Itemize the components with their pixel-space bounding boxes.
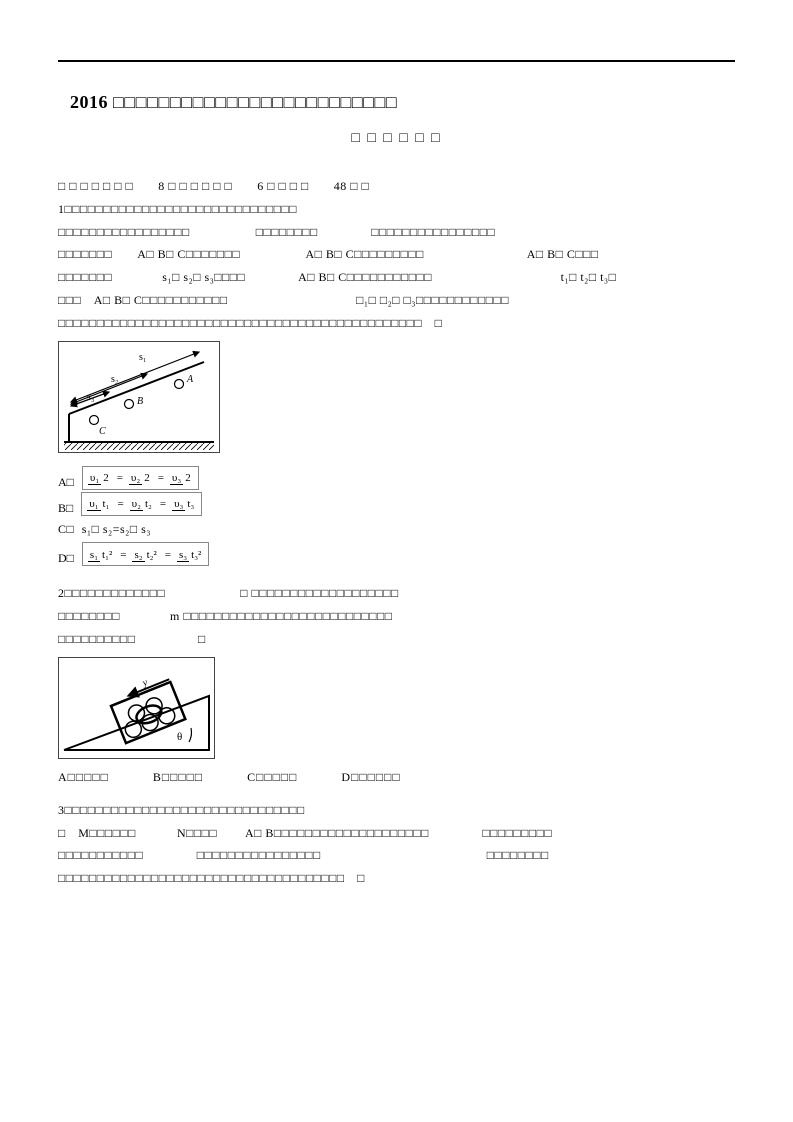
intro-line7: □□□□□□□□□□□□□□□□□□□□□□□□□□□□□□□□□□□□□□□□…	[58, 312, 735, 335]
q1-option-a: A□ υ₁2 = υ₂2 = υ₃2	[58, 466, 735, 490]
l4a: □□□□□□□ A□ B□ C□□□□□□□	[58, 247, 240, 261]
q3-text: 3□□□□□□□□□□□□□□□□□□□□□□□□□□□□□□□ □ M□□□□…	[58, 799, 735, 890]
q3-l4: □□□□□□□□□□□□□□□□□□□□□□□□□□□□□□□□□□□□□ □	[58, 867, 735, 890]
fa-n1: υ₁	[88, 472, 101, 485]
subtitle: □ □ □ □ □ □	[58, 131, 735, 147]
eq6: =	[164, 549, 172, 561]
q2-opt-b: B□□□□□	[153, 770, 203, 785]
q1-option-c: C□ s₁□ s₂=s₂□ s₃	[58, 518, 735, 541]
section-intro: □ □ □ □ □ □ □ 8 □ □ □ □ □ □ 6 □ □ □ □ 48…	[58, 175, 735, 335]
q3-l3b: □□□□□□□□□□□□□□□□	[197, 848, 321, 862]
a-label: A	[186, 374, 194, 385]
l6a: □□□ A□ B□ C□□□□□□□□□□□	[58, 293, 228, 307]
l5c: t₁□ t₂□ t₃□	[561, 270, 617, 284]
q3-l1: 3□□□□□□□□□□□□□□□□□□□□□□□□□□□□□□□	[58, 799, 735, 822]
q2-text: 2□□□□□□□□□□□□□ □ □□□□□□□□□□□□□□□□□□□ □□□…	[58, 582, 735, 650]
l6b: □₁□ □₂□ □₃□□□□□□□□□□□□	[356, 293, 509, 307]
y-label: y	[140, 677, 150, 689]
fa-d3: 2	[183, 472, 193, 484]
fd-n1: s₁	[88, 549, 100, 562]
q3-l2a: □ M□□□□□□	[58, 826, 136, 840]
frac-b-box: υ₁t₁ = υ₂t₂ = υ₃t₃	[81, 492, 202, 516]
opt-c-letter: C□	[58, 518, 74, 541]
q2-l1: 2□□□□□□□□□□□□□ □ □□□□□□□□□□□□□□□□□□□	[58, 582, 735, 605]
l4b: A□ B□ C□□□□□□□□□	[306, 247, 424, 261]
fd-d1: t₁²	[100, 549, 114, 561]
fb-d1: t₁	[101, 498, 112, 510]
s1-label: s₁	[139, 352, 146, 363]
l3a: □□□□□□□□□□□□□□□□□	[58, 225, 190, 239]
q3-l3a: □□□□□□□□□□□	[58, 848, 143, 862]
diagram-incline: s₁ s₂ s₃ A B C	[58, 341, 220, 453]
eq1: =	[116, 472, 124, 484]
q3-l3c: □□□□□□□□	[487, 848, 549, 862]
top-rule	[58, 60, 735, 62]
fb-n2: υ₂	[130, 498, 143, 511]
q1-option-d: D□ s₁t₁² = s₂t₂² = s₃t₃²	[58, 542, 735, 566]
eq3: =	[116, 498, 124, 510]
opt-b-letter: B□	[58, 501, 73, 516]
frac-d-box: s₁t₁² = s₂t₂² = s₃t₃²	[82, 542, 209, 566]
q3-l2c: A□ B□□□□□□□□□□□□□□□□□□□□	[245, 826, 429, 840]
frac-a-box: υ₁2 = υ₂2 = υ₃2	[82, 466, 199, 490]
fb-n3: υ₃	[172, 498, 185, 511]
intro-line6: □□□ A□ B□ C□□□□□□□□□□□ □₁□ □₂□ □₃□□□□□□□…	[58, 289, 735, 312]
q3-l2b: N□□□□	[177, 826, 217, 840]
eq5: =	[119, 549, 127, 561]
opt-a-letter: A□	[58, 475, 74, 490]
diagram-cart: θ y	[58, 657, 215, 759]
s3-label: s₃	[87, 392, 94, 403]
main-title: 2016 □□□□□□□□□□□□□□□□□□□□□□□□□	[58, 92, 735, 113]
fb-d2: t₂	[143, 498, 154, 510]
q1-option-b: B□ υ₁t₁ = υ₂t₂ = υ₃t₃	[58, 492, 735, 516]
eq4: =	[159, 498, 167, 510]
fb-d3: t₃	[185, 498, 196, 510]
c-label: C	[99, 426, 106, 437]
fd-d2: t₂²	[145, 549, 159, 561]
intro-line5: □□□□□□□ s₁□ s₂□ s₃□□□□ A□ B□ C□□□□□□□□□□…	[58, 266, 735, 289]
fd-d3: t₃²	[189, 549, 203, 561]
q2-opt-d: D□□□□□□	[341, 770, 400, 785]
s2-label: s₂	[111, 374, 118, 385]
fa-n3: υ₃	[170, 472, 183, 485]
intro-line3: □□□□□□□□□□□□□□□□□ □□□□□□□□ □□□□□□□□□□□□□…	[58, 221, 735, 244]
l3b: □□□□□□□□	[256, 225, 318, 239]
q2-l3: □□□□□□□□□□ □	[58, 628, 735, 651]
l5a: □□□□□□□ s₁□ s₂□ s₃□□□□	[58, 270, 245, 284]
l5b: A□ B□ C□□□□□□□□□□□	[298, 270, 432, 284]
fb-n1: υ₁	[87, 498, 100, 511]
opt-d-letter: D□	[58, 551, 74, 566]
q2-opt-a: A□□□□□	[58, 770, 109, 785]
q3-l2d: □□□□□□□□□	[482, 826, 552, 840]
fa-d1: 2	[101, 472, 111, 484]
theta-label: θ	[177, 731, 182, 743]
q2-options: A□□□□□ B□□□□□ C□□□□□ D□□□□□□	[58, 770, 735, 785]
q3-l2: □ M□□□□□□ N□□□□ A□ B□□□□□□□□□□□□□□□□□□□□…	[58, 822, 735, 845]
fd-n2: s₂	[132, 549, 144, 562]
l3c: □□□□□□□□□□□□□□□□	[371, 225, 495, 239]
intro-line4: □□□□□□□ A□ B□ C□□□□□□□ A□ B□ C□□□□□□□□□ …	[58, 243, 735, 266]
b-label: B	[137, 396, 143, 407]
q3-l3: □□□□□□□□□□□ □□□□□□□□□□□□□□□□ □□□□□□□□	[58, 844, 735, 867]
eq2: =	[157, 472, 165, 484]
q2-opt-c: C□□□□□	[247, 770, 297, 785]
intro-line2: 1□□□□□□□□□□□□□□□□□□□□□□□□□□□□□□	[58, 198, 735, 221]
fa-d2: 2	[142, 472, 152, 484]
l4c: A□ B□ C□□□	[527, 247, 599, 261]
fa-n2: υ₂	[129, 472, 142, 485]
fd-n3: s₃	[177, 549, 189, 562]
intro-line1: □ □ □ □ □ □ □ 8 □ □ □ □ □ □ 6 □ □ □ □ 48…	[58, 175, 735, 198]
page: 2016 □□□□□□□□□□□□□□□□□□□□□□□□□ □ □ □ □ □…	[0, 0, 793, 1122]
q2-l2: □□□□□□□□ m □□□□□□□□□□□□□□□□□□□□□□□□□□□	[58, 605, 735, 628]
opt-c-text: s₁□ s₂=s₂□ s₃	[82, 522, 151, 536]
